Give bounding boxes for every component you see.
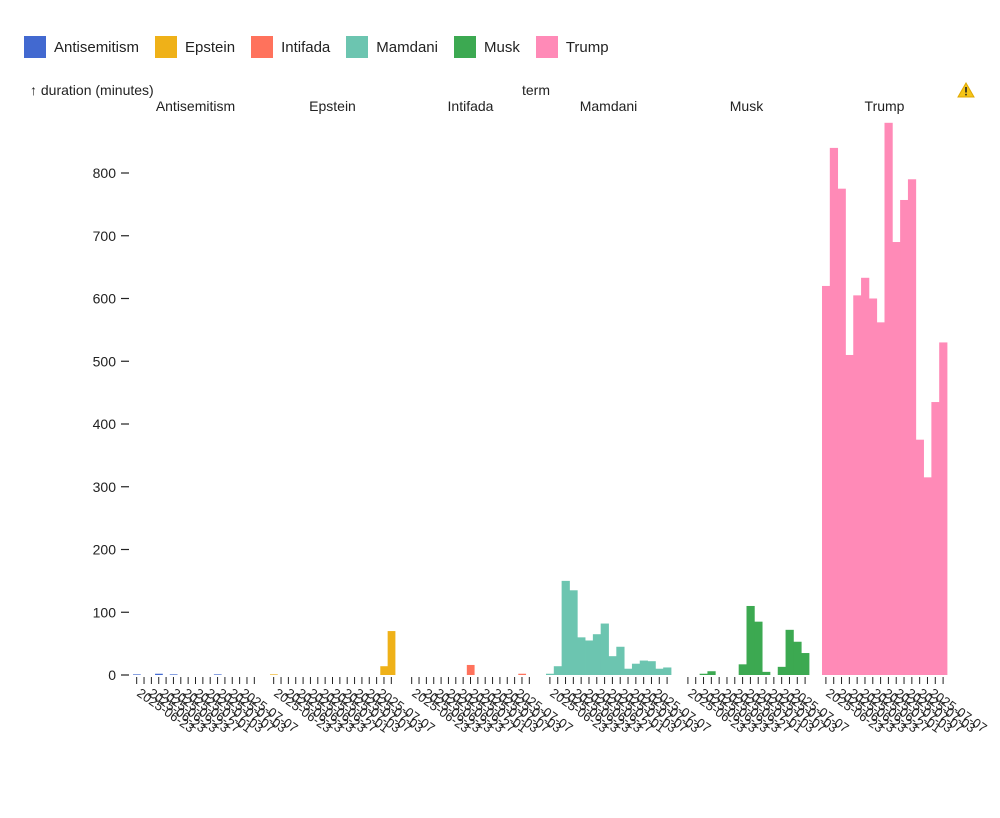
bar	[707, 671, 716, 675]
bar	[624, 668, 633, 675]
y-tick-label: 300	[93, 479, 117, 495]
legend-item-intifada[interactable]: Intifada	[251, 36, 330, 58]
legend-swatch	[535, 36, 558, 58]
legend: Antisemitism Epstein Intifada Mamdani Mu…	[24, 36, 609, 58]
bar	[777, 666, 786, 675]
facet-title: Mamdani	[580, 98, 638, 114]
bar	[518, 673, 527, 675]
bar	[600, 623, 609, 675]
legend-label: Epstein	[185, 38, 236, 56]
y-tick-label: 500	[93, 353, 117, 369]
bar	[133, 674, 141, 675]
bar	[837, 188, 846, 675]
legend-swatch	[24, 36, 46, 58]
warning-icon[interactable]	[957, 82, 975, 98]
legend-swatch	[453, 36, 476, 58]
legend-swatch	[346, 36, 369, 58]
bar	[801, 653, 810, 675]
bar	[907, 179, 917, 675]
bar	[738, 664, 747, 675]
legend-label: Musk	[483, 38, 520, 56]
bar	[387, 631, 396, 675]
y-tick-label: 800	[93, 165, 117, 181]
bar	[466, 664, 475, 675]
legend-swatch	[155, 36, 178, 58]
bar	[931, 402, 940, 675]
bar	[592, 634, 602, 675]
bar	[616, 646, 625, 675]
bar	[169, 674, 178, 675]
bar	[546, 673, 555, 675]
y-tick-label: 200	[93, 542, 117, 558]
bar	[939, 342, 948, 675]
bar	[270, 674, 278, 675]
bar	[785, 629, 794, 675]
legend-label: Intifada	[281, 38, 331, 56]
y-tick-label: 600	[93, 291, 117, 307]
y-tick-label: 0	[108, 667, 116, 683]
legend-item-musk[interactable]: Musk	[453, 36, 520, 58]
bar	[585, 640, 594, 675]
bar	[915, 439, 924, 675]
bar	[754, 621, 763, 675]
y-tick-label: 700	[93, 228, 117, 244]
bar	[900, 199, 909, 676]
legend-label: Antisemitism	[54, 38, 140, 56]
bar	[822, 285, 831, 675]
facet-title: Trump	[865, 98, 905, 114]
bar	[868, 298, 878, 675]
bar	[746, 605, 755, 675]
legend-label: Trump	[565, 38, 609, 56]
facet-axis-label: term	[522, 82, 550, 98]
bar	[639, 660, 648, 675]
facet-title: Epstein	[309, 98, 356, 114]
bar	[892, 242, 901, 675]
bar	[569, 590, 578, 675]
bar	[793, 641, 802, 675]
legend-item-epstein[interactable]: Epstein	[155, 36, 235, 58]
bar	[853, 295, 862, 675]
bar	[155, 673, 163, 675]
facet-title: Antisemitism	[156, 98, 235, 114]
bar	[380, 666, 389, 675]
bar	[608, 656, 617, 675]
bar	[699, 673, 708, 675]
bar	[213, 674, 222, 675]
facet-title: Musk	[730, 98, 764, 114]
bar	[829, 147, 839, 675]
bar	[577, 637, 586, 675]
bar	[876, 322, 885, 675]
legend-item-antisemitism[interactable]: Antisemitism	[24, 36, 139, 58]
bar	[861, 277, 870, 675]
bar	[762, 671, 771, 675]
facet-title: Intifada	[448, 98, 494, 114]
bar	[845, 354, 854, 675]
bar	[655, 668, 664, 675]
y-axis-label: ↑ duration (minutes)	[30, 82, 154, 98]
bar	[561, 580, 570, 675]
bar	[884, 122, 893, 676]
bar	[923, 477, 932, 675]
bar	[663, 667, 672, 675]
legend-label: Mamdani	[376, 38, 438, 56]
bar	[553, 666, 563, 675]
legend-item-mamdani[interactable]: Mamdani	[346, 36, 438, 58]
legend-swatch	[251, 36, 274, 58]
legend-item-trump[interactable]: Trump	[535, 36, 609, 58]
bar	[647, 661, 656, 675]
bar	[631, 663, 641, 675]
y-tick-label: 400	[93, 416, 117, 432]
y-tick-label: 100	[93, 604, 117, 620]
